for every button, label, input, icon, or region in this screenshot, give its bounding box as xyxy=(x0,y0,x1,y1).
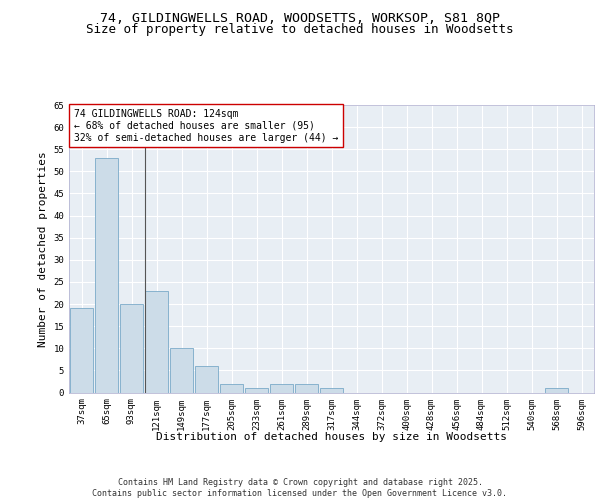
Bar xyxy=(245,388,268,392)
Text: Size of property relative to detached houses in Woodsetts: Size of property relative to detached ho… xyxy=(86,24,514,36)
Bar xyxy=(295,384,318,392)
Bar xyxy=(95,158,118,392)
Y-axis label: Number of detached properties: Number of detached properties xyxy=(38,151,48,346)
Bar xyxy=(220,384,243,392)
Bar xyxy=(545,388,568,392)
Bar xyxy=(145,291,168,392)
Bar xyxy=(195,366,218,392)
Bar xyxy=(270,384,293,392)
Bar xyxy=(170,348,193,393)
Bar xyxy=(120,304,143,392)
X-axis label: Distribution of detached houses by size in Woodsetts: Distribution of detached houses by size … xyxy=(156,432,507,442)
Text: Contains HM Land Registry data © Crown copyright and database right 2025.
Contai: Contains HM Land Registry data © Crown c… xyxy=(92,478,508,498)
Text: 74, GILDINGWELLS ROAD, WOODSETTS, WORKSOP, S81 8QP: 74, GILDINGWELLS ROAD, WOODSETTS, WORKSO… xyxy=(100,12,500,26)
Bar xyxy=(70,308,93,392)
Bar xyxy=(320,388,343,392)
Text: 74 GILDINGWELLS ROAD: 124sqm
← 68% of detached houses are smaller (95)
32% of se: 74 GILDINGWELLS ROAD: 124sqm ← 68% of de… xyxy=(74,110,338,142)
